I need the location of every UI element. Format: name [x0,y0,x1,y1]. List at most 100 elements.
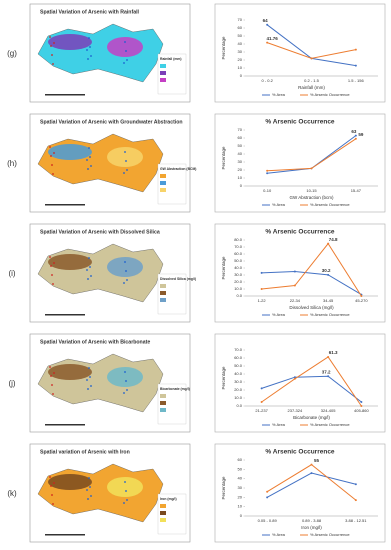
map-zone [48,34,92,50]
data-point [266,23,269,26]
series-line [261,356,362,407]
scale-bar [45,94,85,96]
panel-label: (h) [7,159,17,168]
y-tick-label: 0 [240,73,243,78]
data-point [293,270,296,273]
map-point [125,160,127,162]
map-point [90,55,92,57]
map-point [51,164,53,166]
panel-label: (j) [8,379,15,388]
data-label: 64 [263,18,269,23]
data-point [260,288,263,290]
map-title: Spatial Variation of Arsenic with Ground… [40,119,183,125]
data-point [310,57,313,60]
map-legend-title: GW Abstraction (BCM) [160,167,196,171]
map-point [87,168,89,170]
legend-label: % Area [272,92,286,97]
data-label: 55 [314,458,320,463]
data-point [293,284,296,287]
map-point [125,270,127,272]
map-point [49,146,51,148]
map-zone [48,254,92,270]
y-tick-label: 50.0 [234,258,243,263]
map-legend-swatch [160,511,166,515]
x-axis-label: Dissolved Silica (mg/l) [289,305,334,310]
map-legend-swatch [160,298,166,302]
x-tick-label: 21-237 [255,408,268,413]
data-point [266,169,269,172]
scale-bar [45,204,85,206]
map-point [89,46,91,48]
legend-label: % Area [272,312,286,317]
y-tick-label: 10.0 [234,395,243,400]
map-point [49,256,51,258]
y-tick-label: 30 [238,159,243,164]
data-point [360,405,363,407]
y-tick-label: 70 [238,17,243,22]
y-tick-label: 60 [238,135,243,140]
y-tick-label: 60 [238,25,243,30]
y-tick-label: 10 [238,175,243,180]
x-tick-label: 1.5 - 156 [348,78,365,83]
y-tick-label: 40 [238,476,243,481]
x-tick-label: 15-47 [351,188,362,193]
y-tick-label: 50 [238,143,243,148]
data-point [266,172,269,175]
x-axis-label: Bicarbonate (mg/l) [293,415,330,420]
map-legend-swatch [160,78,166,82]
map-zone [48,144,92,160]
map-point [53,42,55,44]
map-point [51,274,53,276]
map-point [50,155,52,157]
scale-bar [45,534,85,536]
map-point [123,172,125,174]
data-point [360,295,363,297]
y-axis-label: Percentage [221,256,226,280]
data-point [310,167,313,170]
map-point [90,495,92,497]
map-point [50,375,52,377]
data-label: 74.8 [329,237,338,242]
map-point [87,388,89,390]
x-tick-label: 0.05 - 0.89 [258,518,278,523]
map-point [50,45,52,47]
legend-label: % Arsenic Occurrence [310,532,350,537]
map-point [49,476,51,478]
x-tick-label: 1-22 [258,298,267,303]
map-legend-swatch [160,408,166,412]
data-point [354,499,357,502]
panel-label: (k) [7,489,17,498]
data-label: 30.2 [322,268,331,273]
y-tick-label: 30.0 [234,379,243,384]
x-axis-label: Rainfall (mm) [298,85,325,90]
map-zone [107,367,143,387]
map-point [125,490,127,492]
data-label: 41.76 [267,36,279,41]
data-point [327,375,330,378]
y-axis-label: Percentage [221,366,226,390]
map-point [124,481,126,483]
x-tick-label: 0.89 - 3.88 [302,518,322,523]
data-point [293,376,296,379]
map-point [90,385,92,387]
map-point [125,380,127,382]
map-point [49,36,51,38]
x-tick-label: 10-15 [306,188,317,193]
data-label: 37.2 [322,369,331,374]
map-point [53,482,55,484]
map-legend-swatch [160,284,166,288]
series-line [261,270,362,296]
map-point [89,376,91,378]
map-point [87,278,89,280]
panel-label: (g) [7,49,17,58]
map-point [86,269,88,271]
y-axis-label: Percentage [221,36,226,60]
y-tick-label: 80.0 [234,237,243,242]
data-point [260,387,263,390]
map-point [90,275,92,277]
x-tick-label: 22-34 [290,298,301,303]
map-point [89,266,91,268]
map-zone [48,474,92,490]
map-point [51,494,53,496]
